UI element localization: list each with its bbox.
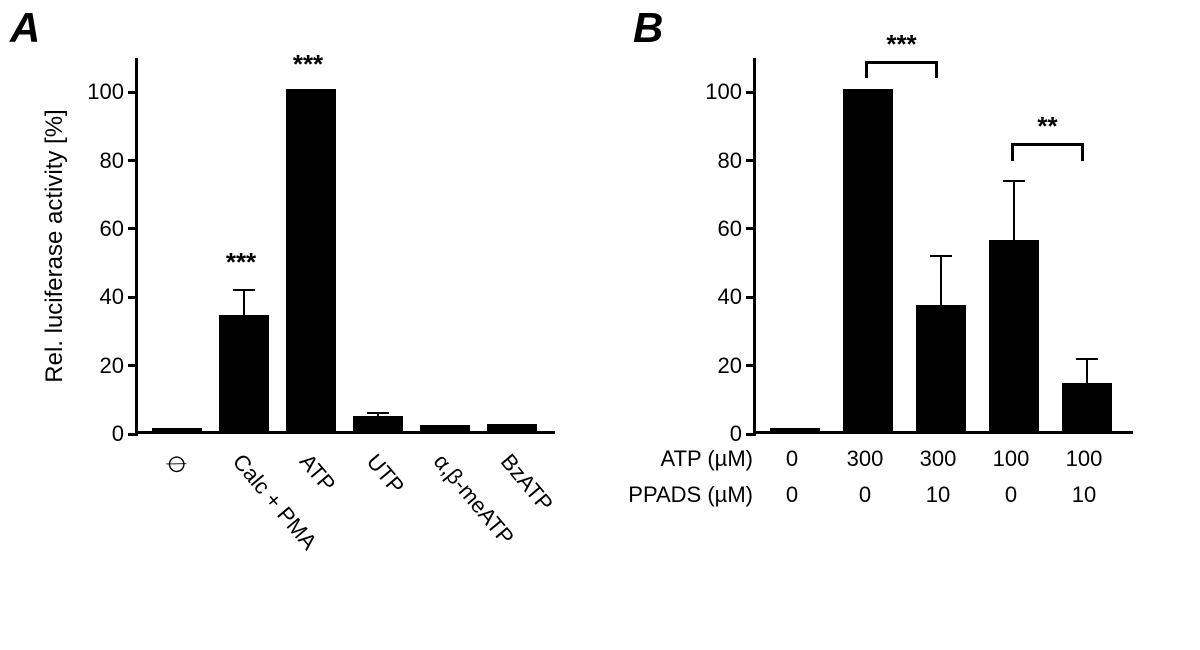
bar-a — [219, 315, 269, 431]
condition-row-value: 10 — [1072, 482, 1096, 508]
condition-row: ATP (µM) 0 300 300 100 100 — [0, 446, 1200, 482]
condition-row-value: 0 — [859, 482, 871, 508]
y-axis-title: Rel. luciferase activity [%] — [41, 58, 69, 434]
plot-area-a: 020406080100 — [135, 58, 555, 434]
condition-row-value: 300 — [847, 446, 884, 472]
condition-row-value: 10 — [926, 482, 950, 508]
significance-stars: ** — [1037, 111, 1057, 142]
significance-stars: *** — [886, 29, 916, 60]
bar-b — [916, 305, 966, 431]
condition-row-value: 100 — [1066, 446, 1103, 472]
condition-row-value: 0 — [786, 482, 798, 508]
bar-b — [989, 240, 1039, 431]
bar-b — [770, 428, 820, 431]
bar-a — [152, 428, 202, 431]
bar-a — [286, 89, 336, 431]
condition-row-value: 0 — [786, 446, 798, 472]
bar-b — [1062, 383, 1112, 431]
condition-row-label: PPADS (µM) — [583, 482, 753, 508]
condition-row-value: 100 — [993, 446, 1030, 472]
plot-area-b: 020406080100 — [753, 58, 1133, 434]
condition-row-value: 300 — [920, 446, 957, 472]
bar-a — [420, 425, 470, 431]
panel-label-b: B — [633, 4, 663, 52]
bar-b — [843, 89, 893, 431]
condition-row-value: 0 — [1005, 482, 1017, 508]
condition-row-label: ATP (µM) — [583, 446, 753, 472]
condition-row: PPADS (µM) 0 0 10 0 10 — [0, 482, 1200, 518]
panel-label-a: A — [10, 4, 40, 52]
significance-stars: *** — [226, 247, 256, 278]
significance-stars: *** — [293, 49, 323, 80]
